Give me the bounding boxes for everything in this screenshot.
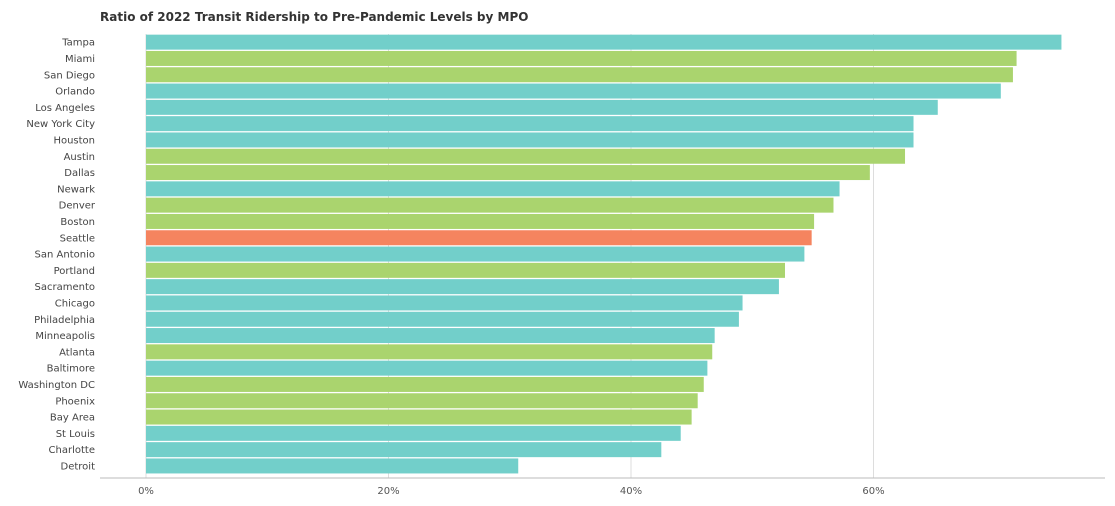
category-label: Denver	[59, 201, 96, 212]
category-label: Minneapolis	[35, 331, 95, 342]
category-label: Orlando	[55, 87, 95, 98]
category-label: New York City	[26, 119, 95, 130]
bar-san-antonio	[146, 246, 805, 262]
category-label: San Antonio	[35, 250, 95, 261]
category-label: Atlanta	[59, 347, 95, 358]
bar-philadelphia	[146, 311, 739, 327]
category-label: Houston	[53, 135, 95, 146]
bar-baltimore	[146, 360, 708, 376]
bar-miami	[146, 50, 1017, 66]
category-label: Detroit	[61, 461, 96, 472]
tick-label-layer: 0% 20% 40% 60%	[138, 486, 885, 497]
bar-tampa	[146, 34, 1062, 50]
bar-san-diego	[146, 67, 1013, 83]
bar-charlotte	[146, 442, 662, 458]
category-label: Charlotte	[49, 445, 95, 456]
category-label: Sacramento	[35, 282, 95, 293]
category-label: Tampa	[61, 38, 95, 49]
bar-bay-area	[146, 409, 692, 425]
bar-detroit	[146, 458, 519, 474]
bar-seattle	[146, 230, 812, 246]
category-label: Los Angeles	[35, 103, 95, 114]
category-label: San Diego	[44, 70, 95, 81]
x-tick-label: 20%	[377, 486, 399, 497]
category-label: Washington DC	[18, 380, 95, 391]
bar-chicago	[146, 295, 743, 311]
bar-washington-dc	[146, 376, 704, 392]
x-tick-label: 60%	[862, 486, 884, 497]
bar-boston	[146, 213, 815, 229]
category-label: Boston	[60, 217, 95, 228]
bar-portland	[146, 262, 785, 278]
category-label: Baltimore	[47, 364, 95, 375]
category-label: Seattle	[60, 233, 95, 244]
category-label: Dallas	[64, 168, 95, 179]
bar-minneapolis	[146, 328, 715, 344]
bar-st-louis	[146, 425, 681, 441]
category-label: Portland	[54, 266, 95, 277]
bar-layer	[146, 34, 1062, 474]
bar-newark	[146, 181, 840, 197]
chart-title: Ratio of 2022 Transit Ridership to Pre-P…	[100, 10, 529, 24]
category-label-layer: Tampa Miami San Diego Orlando Los Angeles New…	[18, 38, 96, 473]
category-label: Miami	[65, 54, 95, 65]
bar-sacramento	[146, 279, 779, 295]
x-tick-label: 40%	[620, 486, 642, 497]
category-label: Bay Area	[50, 413, 95, 424]
category-label: Philadelphia	[34, 315, 95, 326]
category-label: Chicago	[55, 298, 95, 309]
bar-houston	[146, 132, 914, 148]
bar-phoenix	[146, 393, 698, 409]
bar-los-angeles	[146, 99, 938, 115]
category-label: St Louis	[56, 429, 95, 440]
x-tick-label: 0%	[138, 486, 154, 497]
bar-austin	[146, 148, 906, 164]
category-label: Phoenix	[55, 396, 95, 407]
bar-dallas	[146, 165, 870, 181]
bar-orlando	[146, 83, 1001, 99]
bar-new-york-city	[146, 116, 914, 132]
bar-denver	[146, 197, 834, 213]
category-label: Newark	[57, 184, 95, 195]
bar-atlanta	[146, 344, 713, 360]
category-label: Austin	[64, 152, 95, 163]
